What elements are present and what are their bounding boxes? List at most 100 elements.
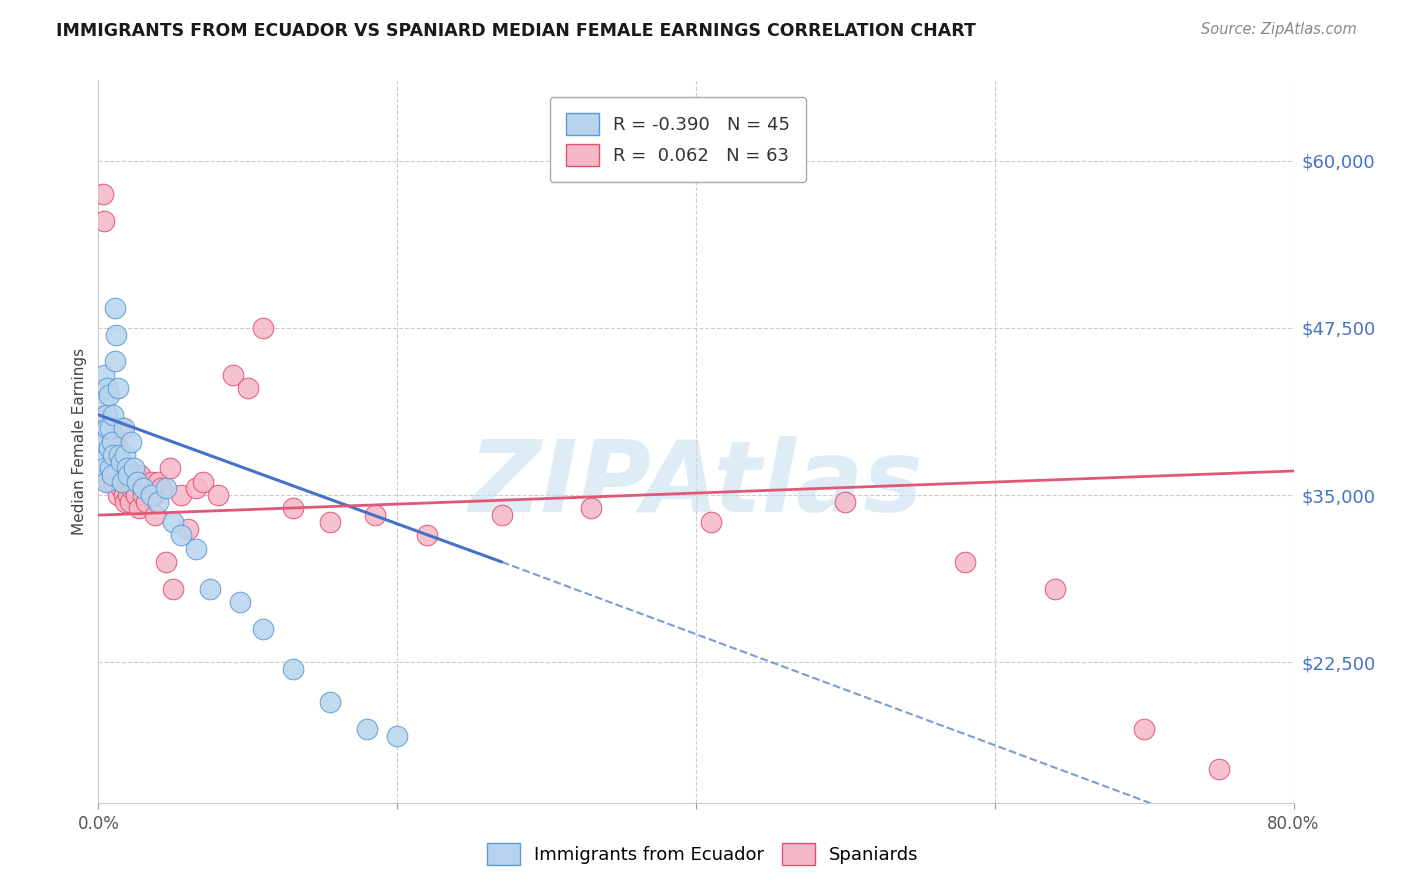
Point	[135, 494, 157, 508]
Point	[96, 408, 118, 422]
Point	[91, 434, 114, 449]
Point	[700, 515, 723, 529]
Point	[148, 475, 170, 489]
Point	[96, 381, 118, 395]
Point	[104, 301, 127, 315]
Point	[107, 381, 129, 395]
Point	[124, 481, 146, 495]
Point	[127, 475, 149, 489]
Point	[127, 467, 149, 482]
Point	[104, 461, 127, 475]
Point	[222, 368, 245, 382]
Point	[159, 461, 181, 475]
Point	[200, 582, 222, 596]
Point	[114, 467, 136, 482]
Point	[281, 501, 304, 516]
Point	[98, 421, 122, 435]
Point	[117, 488, 139, 502]
Point	[97, 442, 120, 455]
Point	[229, 595, 252, 609]
Point	[169, 488, 191, 502]
Point	[236, 381, 259, 395]
Point	[105, 421, 128, 435]
Point	[132, 488, 155, 502]
Point	[1043, 582, 1066, 596]
Point	[143, 508, 166, 523]
Point	[138, 481, 160, 495]
Point	[177, 521, 200, 535]
Point	[1208, 762, 1230, 776]
Point	[834, 494, 856, 508]
Point	[319, 696, 342, 710]
Point	[252, 320, 274, 334]
Point	[142, 488, 165, 502]
Point	[105, 327, 128, 342]
Point	[1133, 723, 1156, 737]
Point	[155, 555, 177, 569]
Point	[385, 729, 409, 743]
Point	[101, 467, 124, 482]
Point	[107, 442, 129, 455]
Point	[139, 488, 162, 502]
Point	[114, 494, 136, 508]
Point	[162, 582, 184, 596]
Point	[117, 467, 139, 482]
Point	[356, 723, 378, 737]
Point	[91, 394, 114, 409]
Legend: R = -0.390   N = 45, R =  0.062   N = 63: R = -0.390 N = 45, R = 0.062 N = 63	[550, 96, 806, 182]
Point	[118, 494, 141, 508]
Point	[103, 448, 125, 462]
Point	[94, 475, 117, 489]
Point	[111, 475, 134, 489]
Point	[108, 448, 131, 462]
Point	[96, 421, 118, 435]
Point	[94, 434, 117, 449]
Point	[581, 501, 603, 516]
Point	[364, 508, 387, 523]
Point	[101, 434, 124, 449]
Point	[112, 421, 135, 435]
Point	[97, 387, 120, 401]
Y-axis label: Median Female Earnings: Median Female Earnings	[72, 348, 87, 535]
Point	[184, 541, 207, 556]
Point	[281, 662, 304, 676]
Point	[98, 442, 122, 455]
Point	[112, 488, 135, 502]
Point	[110, 454, 132, 469]
Point	[104, 354, 127, 368]
Point	[252, 622, 274, 636]
Point	[184, 481, 207, 495]
Point	[319, 515, 342, 529]
Point	[148, 494, 170, 508]
Point	[150, 481, 173, 495]
Point	[416, 528, 439, 542]
Point	[110, 461, 132, 475]
Point	[90, 448, 112, 462]
Point	[97, 461, 120, 475]
Point	[103, 475, 125, 489]
Text: ZIPAtlas: ZIPAtlas	[468, 436, 924, 533]
Point	[139, 475, 162, 489]
Point	[132, 481, 155, 495]
Point	[97, 475, 120, 489]
Point	[115, 461, 138, 475]
Point	[93, 461, 115, 475]
Point	[103, 408, 125, 422]
Point	[120, 434, 142, 449]
Point	[191, 475, 214, 489]
Point	[953, 555, 976, 569]
Point	[114, 448, 136, 462]
Point	[491, 508, 513, 523]
Point	[124, 461, 146, 475]
Point	[125, 488, 148, 502]
Text: IMMIGRANTS FROM ECUADOR VS SPANIARD MEDIAN FEMALE EARNINGS CORRELATION CHART: IMMIGRANTS FROM ECUADOR VS SPANIARD MEDI…	[56, 22, 976, 40]
Legend: Immigrants from Ecuador, Spaniards: Immigrants from Ecuador, Spaniards	[478, 834, 928, 874]
Point	[94, 408, 117, 422]
Point	[93, 213, 115, 227]
Point	[101, 461, 124, 475]
Point	[162, 515, 184, 529]
Point	[110, 481, 132, 495]
Point	[207, 488, 229, 502]
Point	[121, 475, 143, 489]
Text: Source: ZipAtlas.com: Source: ZipAtlas.com	[1201, 22, 1357, 37]
